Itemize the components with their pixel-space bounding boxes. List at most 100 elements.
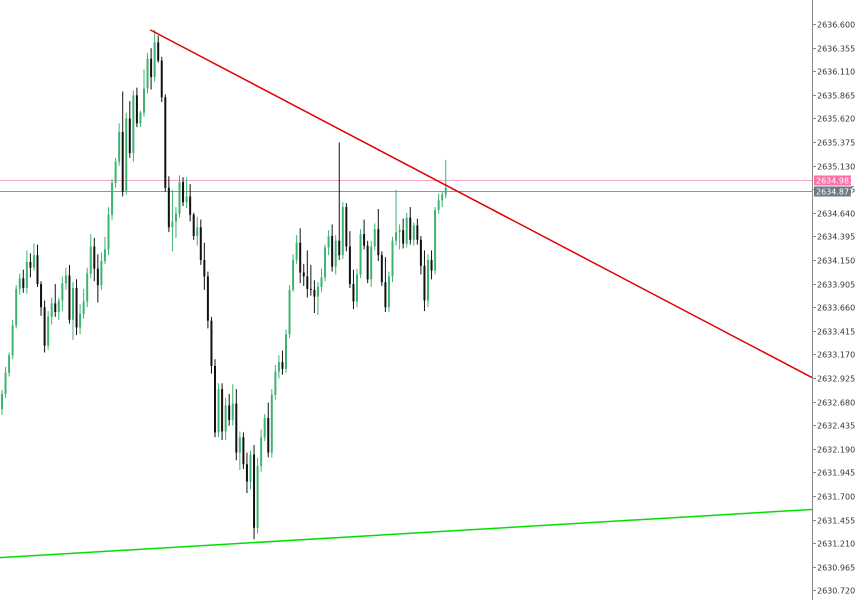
candle [68, 264, 71, 324]
candle [64, 267, 67, 290]
candle-body [139, 112, 142, 124]
candle-body [338, 240, 341, 256]
candle [387, 271, 390, 313]
candle [309, 264, 312, 296]
candle-body [89, 246, 92, 274]
candle-body [182, 182, 185, 203]
candle [288, 285, 291, 339]
candle [444, 159, 447, 199]
candle [57, 297, 60, 320]
candle [356, 268, 358, 308]
price-tick-label: 2633.415 [817, 328, 855, 337]
candle-body [203, 260, 206, 277]
candle [96, 254, 99, 303]
plot-area-background [0, 0, 812, 600]
candle-body [231, 403, 234, 420]
candle-body [185, 196, 188, 203]
candle [434, 207, 437, 275]
candle-body [8, 355, 11, 373]
price-tick-label: 2635.865 [817, 92, 855, 101]
candle-body [256, 466, 259, 528]
candle-body [25, 261, 28, 288]
support-trendline[interactable] [0, 508, 813, 559]
candle-body [224, 405, 227, 432]
candle-body [192, 214, 195, 236]
candle [313, 280, 316, 314]
candle [231, 384, 234, 426]
candle [245, 452, 248, 494]
price-tick-label: 2633.660 [817, 304, 855, 313]
candle [331, 224, 334, 272]
price-tick-label: 2631.455 [817, 517, 855, 526]
candle-body [441, 194, 444, 201]
candle [256, 457, 259, 534]
trendlines[interactable] [0, 29, 813, 559]
candle [405, 212, 408, 248]
candle-body [171, 221, 174, 228]
candle [373, 223, 376, 251]
candle [249, 450, 252, 490]
candle [4, 366, 7, 398]
candle [22, 269, 25, 293]
candle-body [125, 118, 128, 192]
price-tick-label: 2630.720 [817, 587, 855, 596]
resistance-trendline[interactable] [149, 29, 813, 379]
candle-body [64, 275, 67, 284]
candle [341, 202, 344, 260]
candle-body [356, 274, 358, 302]
candle-body [306, 276, 309, 289]
candle-body [178, 182, 181, 214]
candle-body [270, 394, 273, 453]
candle [277, 355, 280, 379]
candle-body [40, 284, 43, 308]
candle-body [245, 464, 248, 482]
candle [306, 250, 309, 298]
price-tick-label: 2632.435 [817, 422, 855, 431]
candle-body [334, 240, 337, 267]
candle-body [146, 58, 149, 89]
candle [384, 257, 387, 313]
price-tick-label: 2633.170 [817, 351, 855, 360]
candle-body [114, 161, 117, 183]
candle-body [221, 389, 224, 432]
candle [299, 228, 302, 284]
price-tick-label: 2636.600 [817, 21, 855, 30]
price-tag-box [814, 175, 851, 186]
candle-body [274, 371, 277, 395]
candle [15, 285, 18, 329]
candle [75, 279, 78, 336]
price-axis-ticks: 2636.600 2636.355 2636.110 2635.865 2635.620… [812, 21, 855, 596]
candle [199, 219, 202, 265]
candle-body [324, 247, 327, 278]
candle-body [444, 187, 447, 195]
candle-body [416, 225, 419, 240]
candle [235, 389, 238, 461]
candle [285, 329, 287, 373]
candle-body [107, 214, 110, 250]
candle [135, 87, 138, 128]
candle [89, 234, 92, 279]
price-tick-label: 2631.700 [817, 493, 855, 502]
candle-body [54, 303, 57, 313]
candle-body [153, 42, 156, 78]
candle-body [135, 95, 138, 124]
candle [274, 365, 277, 400]
candle [167, 176, 170, 233]
candle-body [174, 213, 177, 222]
candle-body [331, 235, 334, 267]
candle-body [214, 365, 216, 433]
candle-body [157, 42, 160, 61]
candle [338, 142, 341, 261]
candle-body [384, 282, 387, 308]
candle [18, 273, 21, 295]
candle [50, 297, 53, 325]
candle [61, 276, 64, 312]
candle-body [260, 437, 263, 467]
candle-body [210, 320, 213, 366]
candle [316, 282, 319, 315]
candle [54, 284, 57, 317]
candle [196, 216, 199, 246]
candle [228, 393, 231, 426]
candle [427, 254, 429, 308]
